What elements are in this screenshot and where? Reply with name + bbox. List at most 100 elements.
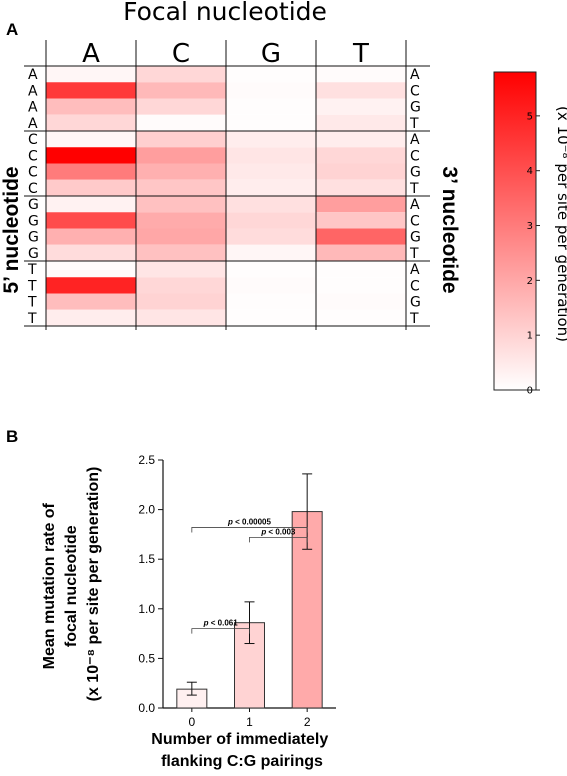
p-value-label: p < 0.003 xyxy=(260,527,296,536)
three-prime-label: C xyxy=(410,148,420,164)
heatmap-cell xyxy=(46,212,136,229)
colorbar-tick-label: 5 xyxy=(527,111,533,122)
significance-bracket xyxy=(249,536,308,543)
heatmap-cell xyxy=(136,228,226,245)
significance-bracket xyxy=(191,628,250,634)
five-prime-label: T xyxy=(27,278,37,294)
three-prime-label: A xyxy=(410,67,420,83)
colorbar-tick-label: 3 xyxy=(527,221,533,232)
bar-x-tick-label: 1 xyxy=(246,715,253,729)
heatmap-cell xyxy=(226,293,316,310)
bar-y-tick-label: 2.5 xyxy=(138,453,155,467)
three-prime-label: C xyxy=(410,83,420,99)
p-symbol: p xyxy=(203,619,209,628)
heatmap-cells xyxy=(46,66,406,326)
five-prime-label: C xyxy=(28,181,38,197)
p-symbol: p xyxy=(227,517,233,526)
heatmap-cell xyxy=(316,114,406,131)
heatmap-cell xyxy=(46,277,136,294)
bar-x-axis-label: Number of immediately flanking C:G pairi… xyxy=(151,731,332,770)
heatmap-cell xyxy=(226,212,316,229)
three-prime-label: G xyxy=(410,165,421,181)
heatmap-title: Focal nucleotide xyxy=(123,0,327,26)
five-prime-label: C xyxy=(28,148,38,164)
heatmap-cell xyxy=(46,196,136,213)
colorbar-ticks: 0 1 2 3 4 5 xyxy=(527,111,540,397)
colorbar xyxy=(493,71,537,391)
colorbar-tick-label: 2 xyxy=(527,276,533,287)
three-prime-label: T xyxy=(409,311,419,327)
heatmap-cell xyxy=(316,244,406,261)
heatmap-cell xyxy=(46,163,136,180)
heatmap-column-label: A xyxy=(82,39,100,69)
colorbar-label: (x 10⁻⁸ per site per generation) xyxy=(554,106,567,342)
heatmap-cell xyxy=(226,179,316,196)
heatmap-cell xyxy=(46,114,136,131)
heatmap-cell xyxy=(136,261,226,278)
heatmap-cell xyxy=(316,293,406,310)
colorbar-tick-label: 4 xyxy=(527,166,533,177)
bar-series xyxy=(176,473,323,709)
heatmap-cell xyxy=(226,163,316,180)
heatmap-cell xyxy=(316,277,406,294)
heatmap-cell xyxy=(226,277,316,294)
heatmap-cell xyxy=(226,244,316,261)
five-prime-label: C xyxy=(28,165,38,181)
heatmap-cell xyxy=(226,228,316,245)
heatmap-cell xyxy=(46,82,136,99)
three-prime-label: T xyxy=(409,246,419,262)
p-symbol: p xyxy=(260,527,266,536)
panel-letter-b: B xyxy=(6,427,18,446)
p-threshold: < 0.003 xyxy=(266,527,296,536)
p-value-label: p < 0.061 xyxy=(203,619,239,628)
heatmap-cell xyxy=(316,131,406,148)
five-prime-label: G xyxy=(28,197,39,213)
y-label-line-3: (x 10⁻⁸ per site per generation) xyxy=(85,467,102,702)
three-prime-label: A xyxy=(410,197,420,213)
heatmap-cell xyxy=(316,196,406,213)
heatmap-cell xyxy=(226,114,316,131)
three-prime-label: T xyxy=(409,116,419,132)
heatmap-cell xyxy=(316,309,406,326)
five-prime-label: A xyxy=(28,100,38,116)
heatmap-cell xyxy=(316,82,406,99)
heatmap-cell xyxy=(136,163,226,180)
five-prime-label: A xyxy=(28,67,38,83)
heatmap-cell xyxy=(136,244,226,261)
heatmap-cell xyxy=(316,98,406,115)
heatmap-cell xyxy=(136,98,226,115)
heatmap-column-label: T xyxy=(352,39,369,69)
heatmap-cell xyxy=(136,277,226,294)
bar-y-tick-label: 0.5 xyxy=(138,651,155,665)
heatmap-cell xyxy=(46,66,136,83)
heatmap-cell xyxy=(226,131,316,148)
panel-letter-a: A xyxy=(6,20,18,39)
heatmap-cell xyxy=(226,82,316,99)
three-prime-label: G xyxy=(410,295,421,311)
three-prime-label: C xyxy=(410,278,420,294)
heatmap-cell xyxy=(226,147,316,164)
heatmap-cell xyxy=(46,293,136,310)
heatmap-cell xyxy=(226,261,316,278)
heatmap-cell xyxy=(316,261,406,278)
x-label-line-1: Number of immediately xyxy=(151,731,328,748)
heatmap-cell xyxy=(316,163,406,180)
heatmap-cell xyxy=(226,66,316,83)
bar-x-tick-label: 2 xyxy=(304,715,311,729)
three-prime-label: C xyxy=(410,213,420,229)
heatmap-cell xyxy=(226,98,316,115)
three-prime-label: G xyxy=(410,230,421,246)
five-prime-label: T xyxy=(27,295,37,311)
p-threshold: < 0.00005 xyxy=(233,517,272,526)
heatmap-cell xyxy=(46,261,136,278)
colorbar-tick-label: 1 xyxy=(527,331,533,342)
bar-x-tick-label: 0 xyxy=(188,715,195,729)
heatmap-row-labels: A AA CA GA TC AC CC GC TG AG CG GG TT AT CT GT T xyxy=(27,67,421,327)
three-prime-label: A xyxy=(410,132,420,148)
heatmap-cell xyxy=(46,147,136,164)
heatmap-cell xyxy=(46,244,136,261)
five-prime-label: A xyxy=(28,83,38,99)
